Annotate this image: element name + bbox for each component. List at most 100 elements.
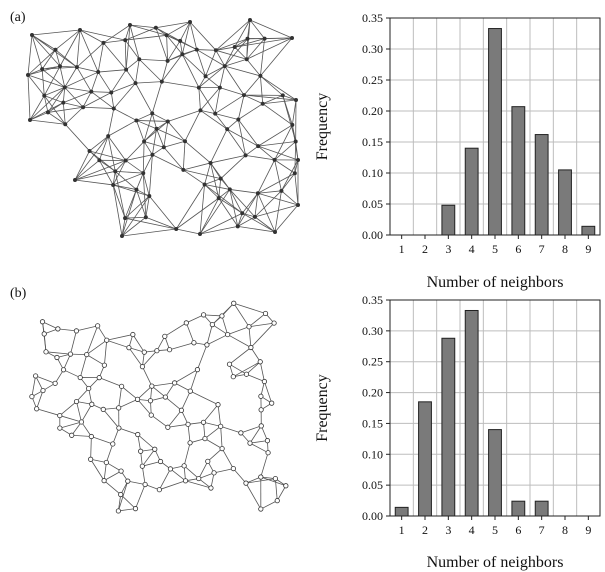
network-edge (35, 375, 44, 391)
network-edge (218, 189, 231, 199)
network-edge (121, 189, 137, 237)
network-node (40, 387, 46, 394)
network-node (55, 326, 61, 332)
network-edge (125, 34, 167, 41)
network-node (162, 333, 168, 339)
network-edge (175, 184, 205, 230)
network-edge (161, 53, 183, 82)
network-edge (250, 322, 275, 348)
x-tick-label: 7 (539, 242, 545, 256)
network-edge (181, 21, 191, 55)
network-edge (27, 74, 45, 96)
network-edge (249, 19, 293, 39)
network-edge (249, 19, 265, 39)
network-node (101, 362, 108, 368)
network-edge (282, 95, 297, 142)
network-edge (176, 228, 201, 235)
network-edge (237, 95, 245, 120)
network-edge (199, 212, 243, 235)
network-edge (179, 40, 183, 55)
network-edge (204, 438, 223, 449)
network-edge (166, 35, 183, 55)
network-edge (291, 99, 297, 125)
network-edge (121, 386, 138, 400)
network-edge (245, 145, 259, 156)
network-edge (210, 162, 231, 190)
network-edge (62, 87, 66, 103)
network-edge (76, 29, 81, 68)
network-edge (163, 146, 184, 171)
network-node (88, 456, 94, 462)
network-edge (262, 103, 293, 126)
network-node (246, 324, 252, 330)
network-edge (97, 325, 108, 341)
x-tick-label: 8 (562, 523, 568, 537)
network-node (34, 406, 40, 412)
network-node (196, 475, 202, 482)
network-edge (166, 35, 168, 61)
network-edge (196, 49, 206, 77)
network-edge (47, 87, 66, 113)
network-edge (124, 189, 137, 219)
network-edge (124, 24, 131, 41)
network-node (194, 47, 199, 52)
network-node (134, 118, 139, 123)
network-edge (151, 113, 157, 129)
network-edge (137, 434, 142, 452)
network-edge (97, 71, 112, 93)
network-node (203, 74, 208, 79)
network-node (63, 122, 68, 127)
network-edge (198, 87, 216, 114)
network-edge (169, 342, 195, 351)
network-edge (35, 375, 56, 384)
network-edge (89, 135, 109, 152)
network-node (293, 98, 298, 103)
network-edge (226, 128, 259, 147)
bar-9 (581, 225, 596, 236)
network-edge (198, 461, 209, 479)
bar-3 (441, 337, 456, 517)
network-node (60, 367, 67, 373)
network-edge (215, 49, 247, 60)
network-edge (190, 390, 219, 406)
network-edge (219, 66, 226, 88)
network-node (243, 153, 248, 158)
network-edge (203, 404, 219, 423)
bar-4 (464, 147, 479, 236)
network-edge (234, 38, 265, 48)
network-edge (241, 192, 259, 214)
network-edge (182, 141, 186, 170)
network-edge (42, 321, 47, 352)
network-edge (248, 322, 275, 328)
network-edge (142, 449, 156, 467)
bar-2 (418, 401, 432, 517)
network-edge (199, 226, 238, 235)
network-edge (206, 324, 213, 345)
network-edge (249, 425, 262, 444)
network-edge (274, 159, 282, 191)
network-edge (245, 155, 275, 161)
network-edge (81, 404, 93, 423)
network-edge (219, 87, 245, 96)
network-edge (257, 190, 282, 194)
network-edge (83, 106, 114, 109)
network-edge (135, 82, 153, 114)
network-edge (215, 50, 226, 67)
network-node (89, 401, 95, 407)
network-edge (99, 377, 122, 387)
network-edge (125, 160, 144, 174)
network-edge (206, 334, 228, 346)
network-edge (234, 38, 248, 48)
network-edge (152, 154, 184, 171)
network-edge (64, 106, 84, 125)
network-edge (64, 87, 84, 108)
network-edge (210, 162, 220, 199)
network-node (81, 105, 86, 110)
network-edge (224, 65, 245, 96)
x-tick-label: 6 (515, 523, 521, 537)
network-edge (125, 154, 153, 161)
network-edge (82, 92, 112, 108)
network-edge (71, 434, 92, 437)
network-node (200, 419, 207, 425)
network-node (258, 506, 264, 512)
